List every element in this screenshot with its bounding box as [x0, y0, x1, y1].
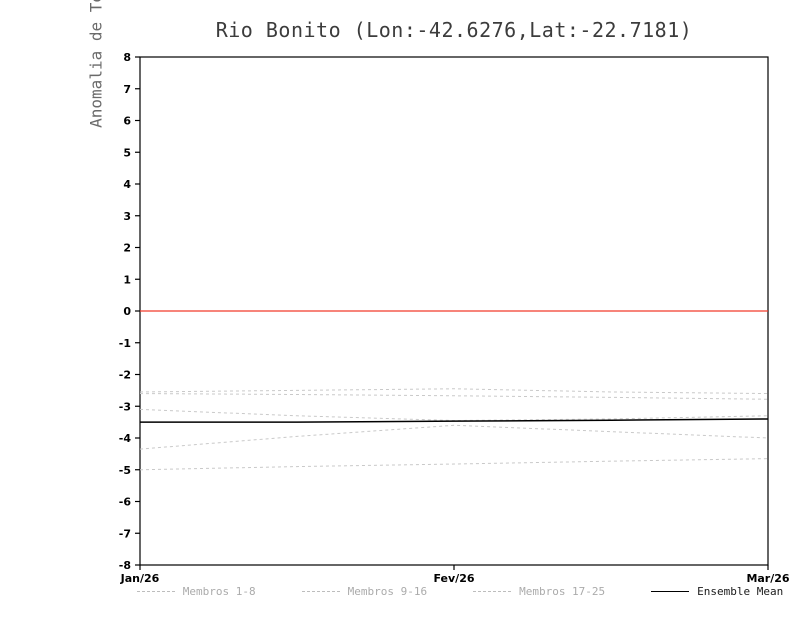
- series-membros-line-1: [139, 388, 769, 395]
- series-membros-line-2: [139, 393, 769, 400]
- y-tick-label: -7: [119, 527, 131, 540]
- legend-label: Membros 1-8: [182, 585, 256, 598]
- x-tick-label: Jan/26: [120, 572, 160, 585]
- series-membros-line-4: [139, 424, 769, 450]
- series-membros-line-5: [139, 458, 769, 471]
- series-membros-line-3: [139, 408, 769, 422]
- y-tick-label: 0: [123, 305, 131, 318]
- y-tick-label: 4: [123, 178, 131, 191]
- series-ensemble-mean: [140, 418, 769, 423]
- legend-label: Membros 17-25: [519, 585, 606, 598]
- y-tick-label: 3: [123, 210, 131, 223]
- y-tick-label: -8: [119, 559, 131, 572]
- legend-item-ensemble-mean: Ensemble Mean: [651, 585, 783, 598]
- y-tick-label: 2: [123, 242, 131, 255]
- dashed-line-sample-icon: [136, 591, 175, 592]
- legend-item-membros-9-16: Membros 9-16: [301, 585, 428, 598]
- dashed-line-sample-icon: [301, 591, 340, 592]
- chart-title: Rio Bonito (Lon:-42.6276,Lat:-22.7181): [215, 18, 693, 42]
- y-tick-label: -2: [119, 369, 131, 382]
- legend-label: Membros 9-16: [347, 585, 428, 598]
- y-tick-label: -5: [119, 464, 131, 477]
- y-tick-label: -3: [119, 400, 131, 413]
- x-tick-label: Mar/26: [746, 572, 789, 585]
- y-tick-label: 7: [123, 83, 131, 96]
- legend: Membros 1-8 Membros 9-16 Membros 17-25 E…: [136, 585, 783, 598]
- legend-item-membros-1-8: Membros 1-8: [136, 585, 256, 598]
- y-tick-label: 8: [123, 51, 131, 64]
- x-tick-label: Fev/26: [433, 572, 474, 585]
- y-tick-label: -1: [119, 337, 131, 350]
- dashed-line-sample-icon: [473, 591, 512, 592]
- y-tick-label: 5: [123, 146, 131, 159]
- y-tick-label: -6: [119, 496, 132, 509]
- legend-label: Ensemble Mean: [697, 585, 784, 598]
- legend-item-membros-17-25: Membros 17-25: [473, 585, 605, 598]
- solid-line-sample-icon: [651, 591, 690, 592]
- y-tick-label: 6: [123, 115, 131, 128]
- y-tick-label: 1: [123, 273, 131, 286]
- y-tick-label: -4: [119, 432, 132, 445]
